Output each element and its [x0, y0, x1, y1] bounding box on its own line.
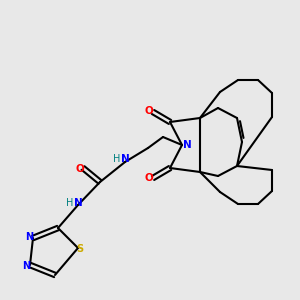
Text: N: N	[121, 154, 129, 164]
Text: N: N	[74, 198, 82, 208]
Text: N: N	[22, 261, 30, 271]
Text: S: S	[76, 244, 84, 254]
Text: O: O	[145, 106, 153, 116]
Text: O: O	[76, 164, 84, 174]
Text: N: N	[183, 140, 191, 150]
Text: H: H	[66, 198, 74, 208]
Text: O: O	[145, 173, 153, 183]
Text: H: H	[113, 154, 121, 164]
Text: N: N	[25, 232, 33, 242]
